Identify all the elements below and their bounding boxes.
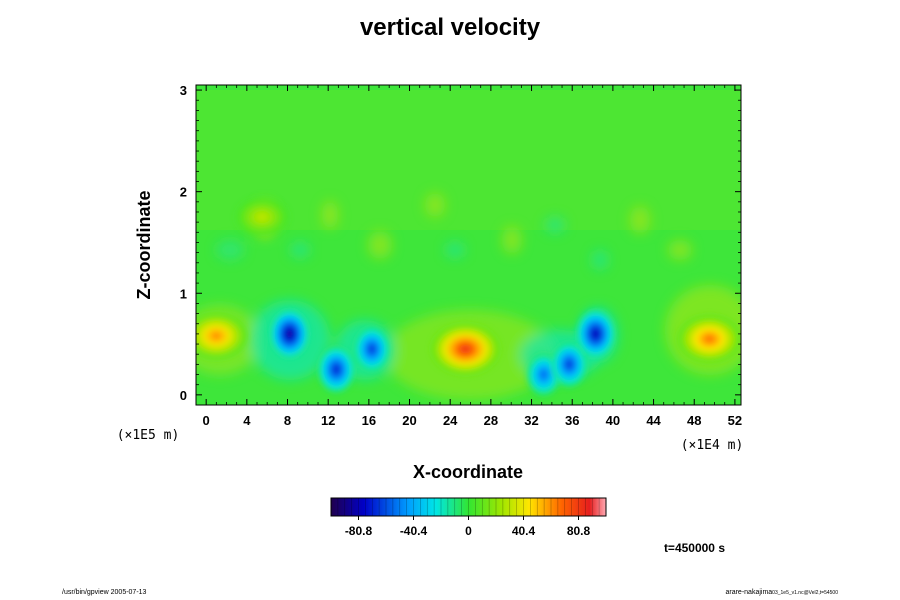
feature-2-level-5 — [286, 329, 293, 339]
x-tick-label-8: 8 — [284, 413, 291, 428]
feature-0 — [196, 312, 248, 360]
footer-right: arare-nakajima03_1e5_v1.nc@Vel2,t=54500 — [725, 589, 838, 596]
plot-frame — [195, 84, 742, 406]
x-tick-label-44: 44 — [646, 413, 661, 428]
x-tick-label-32: 32 — [524, 413, 538, 428]
colorbar-tick-label-4: 80.8 — [567, 524, 591, 538]
feature-8 — [576, 309, 615, 359]
feature-8-level-5 — [592, 329, 599, 338]
colorbar-ticks: -80.8 -40.4 0 40.4 80.8 — [345, 516, 591, 538]
y-tick-label-2: 2 — [180, 185, 187, 200]
colorbar-tick-label-2: 0 — [465, 524, 472, 538]
colorbar — [331, 498, 606, 516]
feature-7-level-5 — [566, 360, 573, 369]
feature-1 — [236, 197, 289, 237]
footer-right-main: arare-nakajima — [725, 589, 773, 596]
y-tick-label-0: 0 — [180, 388, 187, 403]
x-tick-label-36: 36 — [565, 413, 579, 428]
x-tick-label-4: 4 — [243, 413, 251, 428]
feature-5 — [430, 323, 501, 376]
feature-4-level-5 — [368, 345, 375, 353]
x-axis-label: X-coordinate — [413, 462, 523, 482]
x-tick-label-28: 28 — [484, 413, 498, 428]
feature-9-level-5 — [704, 334, 715, 343]
footer-right-sub: 03_1e5_v1.nc@Vel2,t=54500 — [772, 590, 838, 596]
chart-title: vertical velocity — [359, 14, 541, 41]
feature-3-level-5 — [333, 365, 340, 374]
feature-layer — [196, 197, 741, 396]
colorbar-tick-label-0: -80.8 — [345, 524, 373, 538]
x-tick-label-40: 40 — [606, 413, 620, 428]
feature-3 — [317, 346, 355, 393]
colorbar-tick-label-3: 40.4 — [512, 524, 536, 538]
x-tick-label-0: 0 — [203, 413, 210, 428]
x-tick-label-24: 24 — [443, 413, 458, 428]
feature-4 — [354, 326, 390, 372]
y-tick-label-1: 1 — [180, 286, 187, 301]
y-unit-label: (×1E5 m) — [117, 428, 180, 443]
feature-2 — [269, 309, 310, 359]
x-unit-label: (×1E4 m) — [681, 438, 744, 453]
colorbar-bands — [337, 498, 600, 516]
footer-left: /usr/bin/gpview 2005-07-13 — [62, 589, 147, 596]
upper-field-band — [196, 90, 741, 230]
feature-0-level-5 — [211, 332, 222, 340]
x-tick-label-52: 52 — [728, 413, 742, 428]
y-axis-label: Z-coordinate — [134, 190, 154, 299]
feature-7 — [551, 342, 588, 387]
x-tick-label-16: 16 — [362, 413, 376, 428]
feature-9 — [677, 314, 741, 363]
colorbar-tick-label-1: -40.4 — [400, 524, 428, 538]
feature-1-level-5 — [257, 213, 267, 221]
feature-6-level-5 — [540, 371, 547, 379]
x-tick-label-48: 48 — [687, 413, 701, 428]
x-tick-label-20: 20 — [402, 413, 416, 428]
y-tick-label-3: 3 — [180, 83, 187, 98]
feature-5-level-5 — [459, 344, 472, 354]
x-tick-label-12: 12 — [321, 413, 335, 428]
heatmap-field — [196, 85, 741, 405]
time-annotation: t=450000 s — [664, 541, 725, 555]
